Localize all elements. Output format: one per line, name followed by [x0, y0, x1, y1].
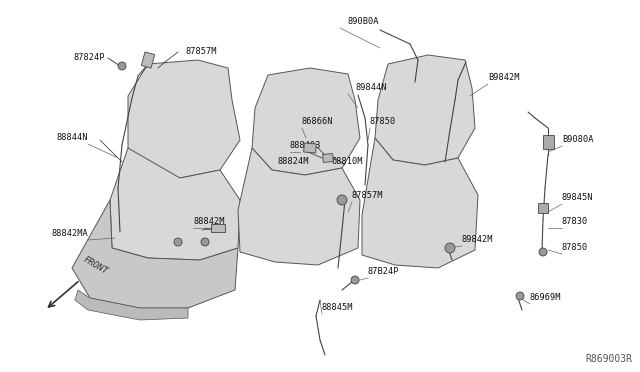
Polygon shape [72, 200, 238, 308]
Bar [211, 224, 225, 232]
Circle shape [337, 195, 347, 205]
Polygon shape [75, 290, 188, 320]
Circle shape [539, 248, 547, 256]
Text: 88824M: 88824M [278, 157, 310, 167]
Circle shape [351, 276, 359, 284]
Polygon shape [362, 138, 478, 268]
Polygon shape [375, 55, 475, 165]
Circle shape [201, 238, 209, 246]
Text: 87850: 87850 [370, 118, 396, 126]
Polygon shape [252, 68, 360, 175]
Text: 87857M: 87857M [185, 48, 216, 57]
Text: 888403: 888403 [290, 141, 321, 150]
Text: 86969M: 86969M [530, 294, 561, 302]
Text: 890B0A: 890B0A [348, 17, 380, 26]
Text: R869003R: R869003R [585, 354, 632, 364]
Circle shape [118, 62, 126, 70]
Text: 88842M: 88842M [193, 218, 225, 227]
Text: 87830: 87830 [562, 218, 588, 227]
Text: B9842M: B9842M [488, 74, 520, 83]
Bar [303, 143, 316, 153]
Text: 88845M: 88845M [322, 304, 353, 312]
Polygon shape [110, 148, 240, 260]
Polygon shape [128, 60, 240, 178]
Text: 86866N: 86866N [302, 118, 333, 126]
Circle shape [516, 292, 524, 300]
Text: 88842MA: 88842MA [51, 230, 88, 238]
Text: 89842M: 89842M [462, 235, 493, 244]
Bar [538, 203, 548, 213]
Text: 89844N: 89844N [355, 83, 387, 93]
Text: 89845N: 89845N [562, 193, 593, 202]
Polygon shape [238, 148, 360, 265]
Bar [543, 135, 554, 149]
Text: 87824P: 87824P [74, 54, 105, 62]
Text: 88844N: 88844N [56, 134, 88, 142]
Text: 87857M: 87857M [352, 192, 383, 201]
Text: 87B24P: 87B24P [368, 267, 399, 276]
Text: 68810M: 68810M [332, 157, 364, 167]
Circle shape [174, 238, 182, 246]
Bar [141, 52, 155, 68]
Bar [323, 154, 333, 163]
Text: 87850: 87850 [562, 244, 588, 253]
Text: FRONT: FRONT [82, 255, 110, 276]
Circle shape [445, 243, 455, 253]
Text: B9080A: B9080A [562, 135, 593, 144]
